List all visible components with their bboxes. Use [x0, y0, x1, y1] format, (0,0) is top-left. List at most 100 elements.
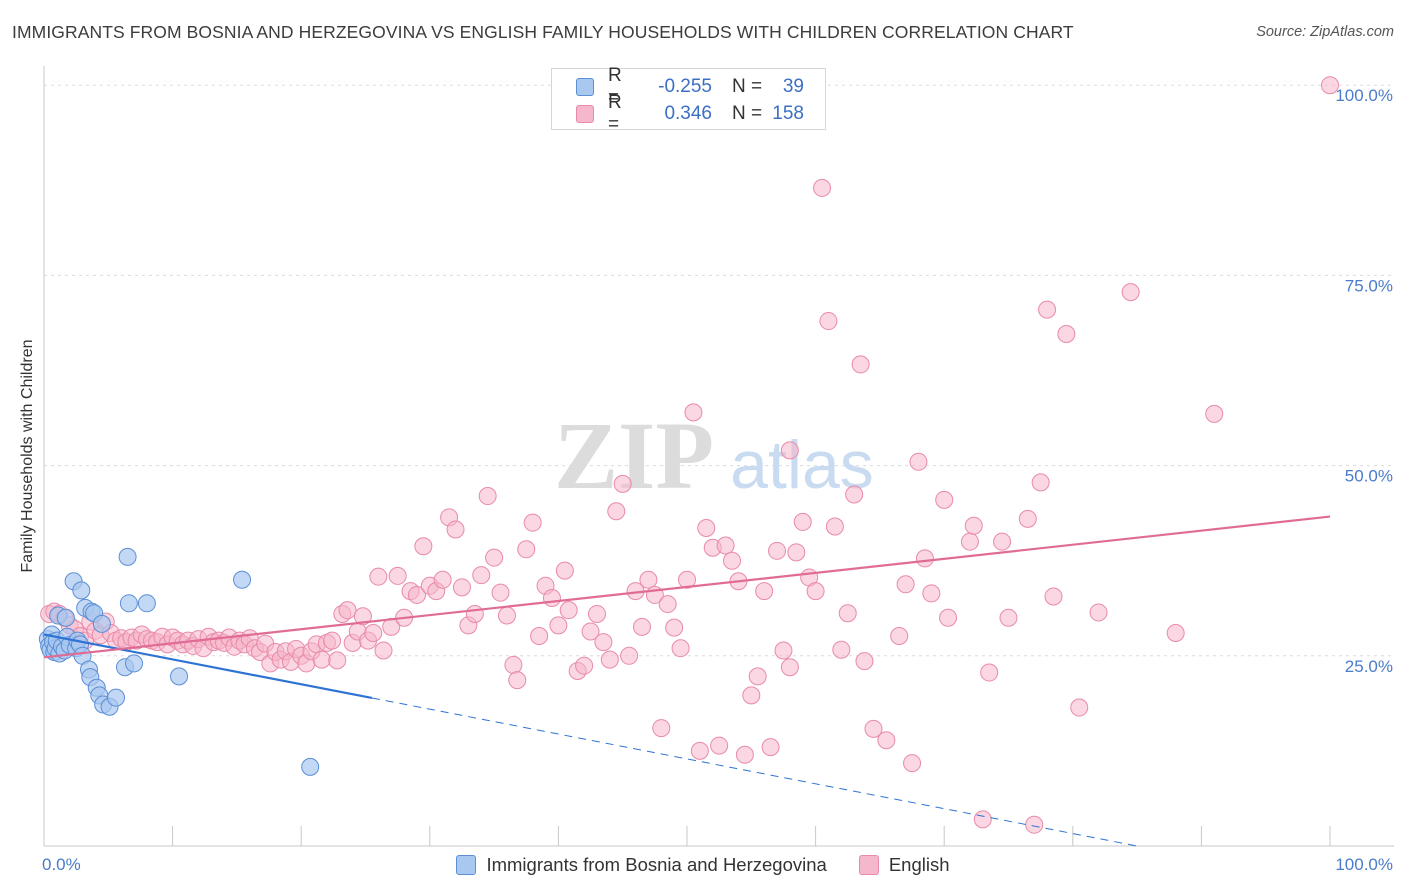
- english-point: [549, 616, 568, 635]
- english-point: [478, 487, 497, 506]
- english-point: [915, 549, 934, 568]
- english-point: [896, 575, 915, 594]
- bosnia-point: [119, 594, 138, 613]
- english-point: [960, 532, 979, 551]
- english-point: [832, 640, 851, 659]
- y-tick-label: 75.0%: [1345, 276, 1393, 295]
- bosnia-point: [233, 570, 252, 589]
- english-point: [433, 570, 452, 589]
- english-point: [825, 517, 844, 536]
- trend-lines: [43, 515, 1331, 847]
- english-swatch: [858, 855, 879, 875]
- bosnia-swatch: [576, 78, 594, 96]
- legend-item-bosnia[interactable]: Immigrants from Bosnia and Herzegovina: [456, 854, 827, 876]
- bosnia-point: [92, 614, 111, 633]
- english-point: [877, 731, 896, 750]
- english-point: [632, 617, 651, 636]
- english-point: [855, 652, 874, 671]
- english-point: [353, 607, 372, 626]
- english-point: [864, 719, 883, 738]
- english-point: [980, 663, 999, 682]
- english-point: [613, 474, 632, 493]
- english-point: [523, 513, 542, 532]
- watermark: ZIP atlas: [554, 402, 874, 509]
- series-legend: Immigrants from Bosnia and Herzegovina E…: [0, 852, 1406, 878]
- english-point: [973, 810, 992, 829]
- english-point: [806, 582, 825, 601]
- bosnia-point: [170, 667, 189, 686]
- english-point: [414, 537, 433, 556]
- english-point: [452, 578, 471, 597]
- english-point: [761, 738, 780, 757]
- english-point: [1031, 473, 1050, 492]
- english-point: [1089, 603, 1108, 622]
- english-point: [890, 627, 909, 646]
- english-point: [793, 512, 812, 531]
- english-point: [1070, 698, 1089, 717]
- english-swatch: [576, 105, 594, 123]
- english-point: [559, 601, 578, 620]
- english-point: [1044, 587, 1063, 606]
- english-point: [964, 516, 983, 535]
- english-point: [530, 627, 549, 646]
- english-point: [690, 741, 709, 760]
- r-label: R =: [608, 92, 622, 135]
- english-point: [491, 583, 510, 602]
- english-point: [697, 518, 716, 537]
- english-point: [787, 543, 806, 562]
- english-point: [594, 633, 613, 652]
- english-point: [1205, 404, 1224, 423]
- legend-item-english[interactable]: English: [858, 854, 950, 876]
- english-point: [639, 570, 658, 589]
- english-point: [939, 608, 958, 627]
- english-point: [508, 671, 527, 690]
- english-point: [716, 536, 735, 555]
- english-point: [620, 646, 639, 665]
- english-point: [935, 490, 954, 509]
- legend-label: English: [888, 854, 950, 875]
- n-value: 158: [772, 103, 804, 124]
- english-point: [1057, 324, 1076, 343]
- n-label: N =: [732, 103, 763, 124]
- chart-title: IMMIGRANTS FROM BOSNIA AND HERZEGOVINA V…: [12, 22, 1074, 42]
- english-point: [780, 441, 799, 460]
- english-point: [665, 618, 684, 637]
- bosnia-point: [56, 608, 75, 627]
- english-point: [575, 656, 594, 675]
- english-point: [600, 650, 619, 669]
- english-point: [407, 585, 426, 604]
- english-point: [312, 650, 331, 669]
- english-point: [364, 623, 383, 642]
- english-point: [658, 595, 677, 614]
- english-point: [323, 631, 342, 650]
- english-point: [993, 532, 1012, 551]
- english-point: [723, 551, 742, 570]
- stats-legend: R = -0.255 N = 39 R = 0.346 N = 158: [551, 65, 826, 135]
- english-point: [1321, 76, 1339, 95]
- english-point: [328, 651, 347, 670]
- english-point: [446, 520, 465, 539]
- english-point: [768, 541, 787, 560]
- n-label: N =: [732, 76, 763, 97]
- y-tick-label: 25.0%: [1345, 657, 1393, 676]
- english-point: [517, 540, 536, 559]
- english-point: [504, 655, 523, 674]
- bosnia-point: [72, 581, 91, 600]
- y-tick-label: 50.0%: [1345, 467, 1393, 486]
- english-point: [735, 745, 754, 764]
- english-point: [780, 658, 799, 677]
- english-point: [755, 582, 774, 601]
- english-point: [922, 584, 941, 603]
- english-point: [1121, 283, 1140, 302]
- english-point: [581, 622, 600, 641]
- english-point: [851, 355, 870, 374]
- english-point: [742, 686, 761, 705]
- english-point: [607, 502, 626, 521]
- english-point: [903, 754, 922, 773]
- english-point: [684, 403, 703, 422]
- r-value: -0.255: [658, 76, 712, 97]
- r-value: 0.346: [664, 103, 712, 124]
- english-point: [748, 667, 767, 686]
- axes: [43, 66, 1394, 847]
